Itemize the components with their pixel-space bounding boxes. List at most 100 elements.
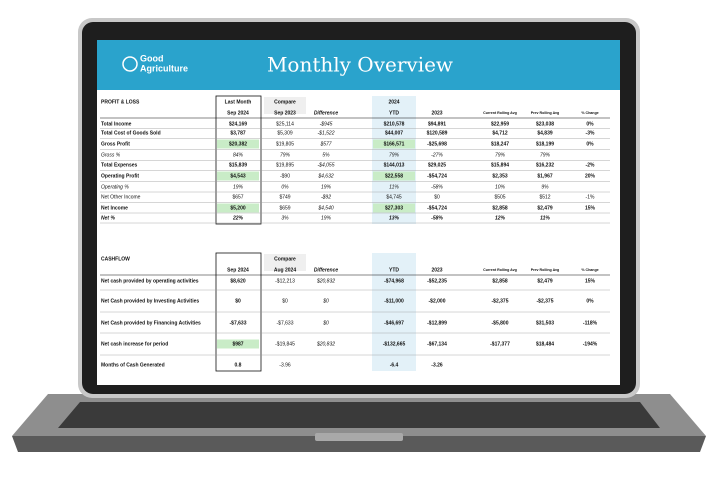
cell: -$52,235	[427, 278, 447, 284]
cell: 22%	[232, 215, 244, 221]
cell: -$2,000	[429, 298, 446, 304]
cell: $144,013	[384, 162, 405, 168]
column-header: YTD	[389, 110, 399, 116]
compare-header	[264, 254, 306, 271]
cell: -$74,968	[384, 278, 404, 284]
cell: $24,169	[229, 121, 247, 127]
cell: 0%	[586, 141, 594, 147]
cell: $5,200	[230, 205, 246, 211]
cell: -$1,522	[318, 130, 335, 136]
cell: -$90	[280, 173, 290, 179]
cell: -$2,375	[537, 298, 554, 304]
cell: 19%	[321, 215, 332, 221]
row-label: Operating Profit	[101, 173, 139, 179]
cell: -2%	[586, 162, 595, 168]
logo-text: Agriculture	[140, 63, 188, 73]
column-header: Difference	[314, 267, 339, 273]
column-header: Sep 2023	[274, 110, 296, 116]
cell: 13%	[389, 215, 400, 221]
row-label: Net Cash provided by Financing Activitie…	[101, 320, 201, 326]
cell: $4,543	[230, 173, 246, 179]
highlight	[217, 139, 259, 149]
cell: $0	[322, 320, 329, 326]
cell: $4,745	[386, 194, 402, 200]
section-title: PROFIT & LOSS	[101, 99, 140, 105]
cell: -$92	[321, 194, 331, 200]
current-month-box	[215, 95, 262, 225]
group-label: Compare	[274, 256, 296, 262]
row-label: Operating %	[101, 184, 129, 190]
cell: -$132,665	[383, 341, 406, 347]
cell: -$2,375	[492, 298, 509, 304]
cell: 11%	[389, 184, 399, 190]
cell: $505	[494, 194, 505, 200]
cell: 15%	[585, 278, 596, 284]
cell: $659	[279, 205, 290, 211]
cell: $29,025	[428, 162, 446, 168]
screen	[97, 40, 620, 385]
cell: $4,839	[537, 130, 553, 136]
cell: $4,540	[317, 205, 334, 211]
column-header: 2023	[431, 267, 442, 273]
cell: $4,712	[492, 130, 508, 136]
cell: -58%	[431, 184, 443, 190]
cell: $3,787	[230, 130, 246, 136]
cell: -$54,724	[427, 205, 447, 211]
highlight	[373, 203, 415, 213]
highlight	[373, 171, 415, 181]
highlight	[217, 171, 259, 181]
cell: $8,620	[230, 278, 246, 284]
row-label: Net %	[101, 215, 115, 221]
cell: -58%	[431, 215, 443, 221]
cell: $23,038	[536, 121, 554, 127]
cell: -$4,055	[318, 162, 335, 168]
cell: $19,805	[276, 141, 294, 147]
cell: $0	[235, 298, 241, 304]
cell: -$54,724	[427, 173, 447, 179]
cell: $0	[282, 298, 288, 304]
cell: $20,832	[316, 278, 335, 284]
cell: 9%	[541, 184, 549, 190]
cell: -$7,633	[230, 320, 247, 326]
cell: -3.26	[431, 362, 443, 368]
cell: $166,571	[384, 141, 405, 147]
cell: $2,858	[492, 205, 508, 211]
cell: $94,891	[428, 121, 446, 127]
row-label: Months of Cash Generated	[101, 362, 165, 368]
cell: $2,353	[492, 173, 508, 179]
column-header: % Change	[581, 268, 598, 272]
cell: 0%	[586, 121, 594, 127]
cell: 79%	[540, 152, 551, 158]
cell: $27,303	[385, 205, 403, 211]
cell: $987	[232, 341, 243, 347]
keyboard	[58, 402, 660, 428]
cell: 15%	[585, 205, 596, 211]
cell: -118%	[583, 320, 598, 326]
cell: 10%	[495, 184, 506, 190]
cell: $44,007	[385, 130, 403, 136]
cell: -27%	[431, 152, 443, 158]
cell: -194%	[583, 341, 598, 347]
cell: -$19,845	[275, 341, 295, 347]
cell: 19%	[233, 184, 244, 190]
row-label: Net Other Income	[101, 194, 141, 200]
cell: $2,858	[492, 278, 508, 284]
cell: $0	[322, 298, 329, 304]
logo-text: Good	[140, 53, 164, 63]
cell: -1%	[586, 194, 595, 200]
row-label: Net cash provided by operating activitie…	[101, 278, 199, 284]
row-label: Gross %	[101, 152, 121, 158]
cell: $22,959	[491, 121, 509, 127]
cell: -6.4	[390, 362, 399, 368]
column-header: Current Rolling Avg	[483, 268, 517, 272]
section-title: CASHFLOW	[101, 256, 130, 262]
cell: -3%	[586, 130, 595, 136]
column-header: % Change	[581, 111, 598, 115]
cell: $577	[319, 141, 331, 147]
cell: $2,479	[537, 278, 553, 284]
cell: $16,232	[536, 162, 554, 168]
cell: -$67,134	[427, 341, 447, 347]
cell: 0%	[281, 184, 289, 190]
